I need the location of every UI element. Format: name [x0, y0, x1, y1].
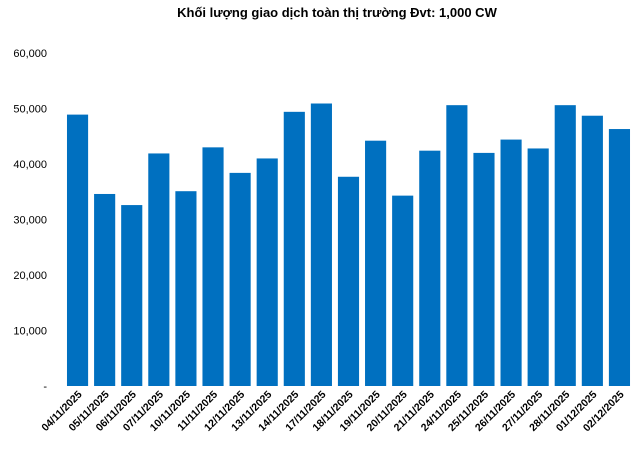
bars [66, 103, 631, 387]
y-tick-label: 10,000 [13, 326, 47, 338]
y-tick-label: 30,000 [13, 215, 47, 227]
bar [229, 172, 251, 386]
x-axis: 04/11/202505/11/202506/11/202507/11/2025… [39, 389, 626, 435]
y-tick-label: - [43, 381, 47, 393]
y-tick-label: 50,000 [13, 104, 47, 116]
bar [121, 205, 143, 386]
bar [310, 103, 332, 386]
bar [500, 139, 522, 386]
y-tick-label: 60,000 [13, 48, 47, 60]
bar [446, 105, 468, 387]
y-axis: - 10,000 20,000 30,000 40,000 50,000 60,000 [13, 48, 47, 393]
bar [581, 115, 603, 386]
bar [175, 191, 197, 386]
bar [365, 140, 387, 386]
bar [148, 153, 170, 386]
bar [283, 111, 305, 386]
bar [554, 105, 576, 387]
bar [94, 193, 116, 386]
bar [419, 150, 441, 386]
y-tick-label: 20,000 [13, 270, 47, 282]
bar [392, 195, 414, 386]
bar [473, 152, 495, 386]
bar [256, 158, 278, 386]
chart-title: Khối lượng giao dịch toàn thị trường Đvt… [177, 5, 497, 20]
bar [202, 147, 224, 386]
bar [337, 176, 360, 386]
y-tick-label: 40,000 [13, 159, 47, 171]
bar [66, 114, 89, 387]
bar [527, 148, 549, 386]
bar [608, 129, 631, 387]
